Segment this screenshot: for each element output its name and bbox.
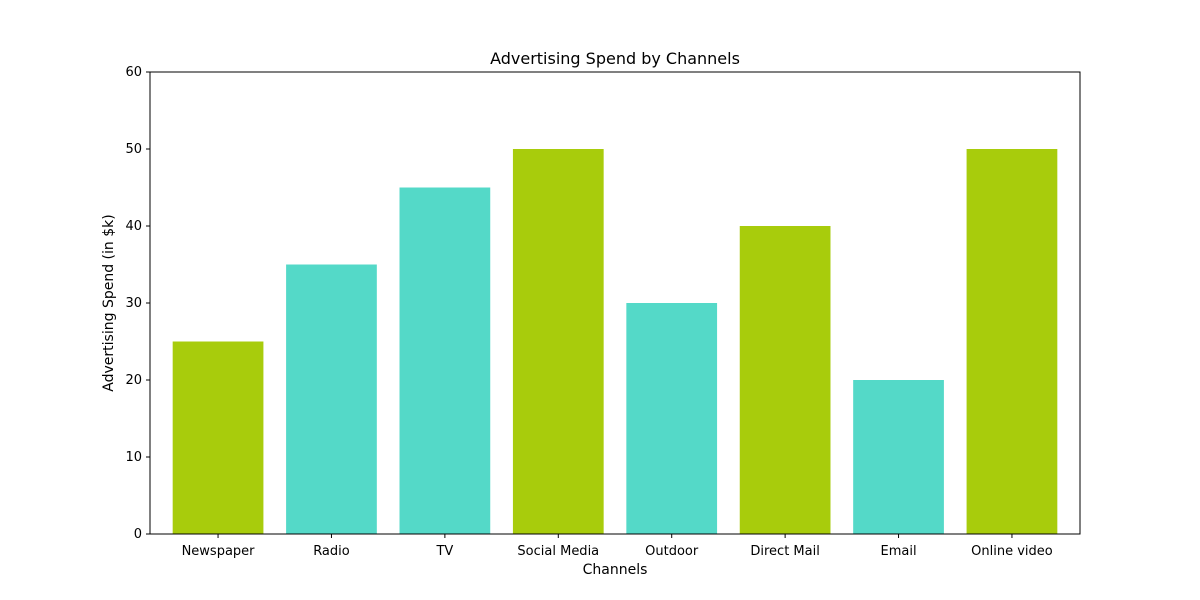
x-tick-label: Direct Mail — [750, 544, 819, 559]
x-tick-label: Email — [880, 544, 916, 559]
x-tick-label: Radio — [313, 544, 350, 559]
plot-frame — [149, 71, 1081, 535]
bar-direct-mail — [739, 226, 831, 534]
x-axis-label: Channels — [583, 562, 648, 578]
chart-title: Advertising Spend by Channels — [490, 49, 740, 68]
y-axis-label: Advertising Spend (in $k) — [101, 214, 117, 391]
bar-online-video — [966, 149, 1058, 534]
y-tick-label: 60 — [125, 65, 142, 80]
bar-radio — [286, 264, 377, 534]
bar-social-media — [512, 149, 604, 534]
y-tick-label: 10 — [125, 450, 142, 465]
y-tick-label: 20 — [125, 373, 142, 388]
bar-outdoor — [626, 303, 718, 534]
bar-email — [853, 380, 944, 534]
x-tick-label: Outdoor — [645, 544, 699, 559]
y-tick-label: 40 — [125, 219, 142, 234]
y-tick-label: 30 — [125, 296, 142, 311]
x-tick-label: Online video — [971, 544, 1053, 559]
x-tick-label: Newspaper — [182, 544, 256, 559]
ticks-layer: Newspaper Radio TV Social Media Outdoor Direc… — [125, 65, 1052, 559]
y-tick-label: 50 — [125, 142, 142, 157]
bar-newspaper — [172, 341, 264, 534]
y-tick-label: 0 — [134, 527, 142, 542]
x-tick-label: TV — [435, 544, 453, 559]
bar-tv — [399, 187, 491, 534]
bars-layer — [172, 149, 1058, 534]
x-tick-label: Social Media — [517, 544, 599, 559]
